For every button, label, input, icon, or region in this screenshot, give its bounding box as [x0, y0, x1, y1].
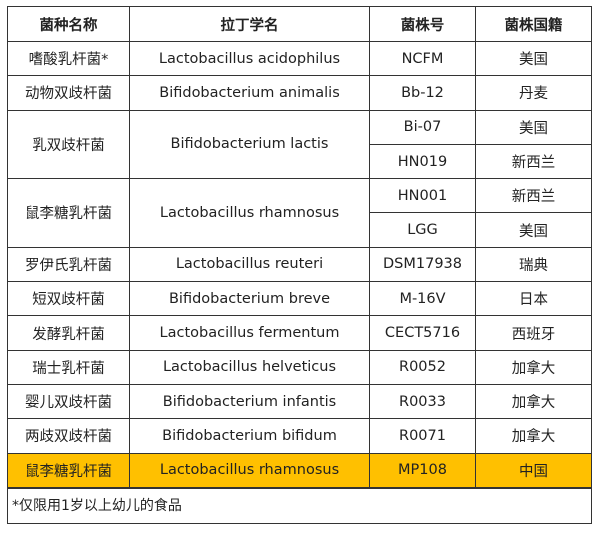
header-row: 菌种名称 拉丁学名 菌株号 菌株国籍: [8, 7, 591, 42]
species-name: 婴儿双歧杆菌: [8, 383, 130, 420]
strain-country: 瑞典: [475, 246, 591, 283]
strain-country: 美国: [475, 40, 591, 77]
table-row: 短双歧杆菌 Bifidobacterium breve M-16V 日本: [8, 281, 591, 317]
strain-id: HN019: [369, 143, 476, 180]
species-name: 发酵乳杆菌: [8, 315, 130, 351]
latin-name: Lactobacillus fermentum: [129, 315, 370, 351]
strain-country: 丹麦: [475, 75, 591, 111]
latin-name: Lactobacillus rhamnosus: [129, 178, 370, 248]
latin-name: Bifidobacterium breve: [129, 281, 370, 317]
strain-country: 加拿大: [475, 418, 591, 454]
header-strain-country: 菌株国籍: [475, 7, 591, 42]
strain-id: M-16V: [369, 281, 476, 317]
footnote: *仅限用1岁以上幼儿的食品: [8, 487, 591, 523]
table-row: 动物双歧杆菌 Bifidobacterium animalis Bb-12 丹麦: [8, 75, 591, 111]
latin-name: Bifidobacterium bifidum: [129, 418, 370, 454]
strain-id: Bi-07: [369, 109, 476, 145]
header-latin-name: 拉丁学名: [129, 7, 370, 42]
strain-id: DSM17938: [369, 246, 476, 283]
strain-country: 中国: [475, 452, 591, 488]
strain-country: 西班牙: [475, 315, 591, 351]
table-row: 婴儿双歧杆菌 Bifidobacterium infantis R0033 加拿大: [8, 383, 591, 420]
strain-country: 新西兰: [475, 143, 591, 180]
strain-country: 美国: [475, 212, 591, 248]
latin-name: Lactobacillus rhamnosus: [129, 452, 370, 488]
species-name: 瑞士乳杆菌: [8, 349, 130, 385]
table-row: 鼠李糖乳杆菌 Lactobacillus rhamnosus HN001 新西兰: [8, 178, 591, 248]
strain-id: R0052: [369, 349, 476, 385]
strain-id: NCFM: [369, 40, 476, 77]
table-row: 乳双歧杆菌 Bifidobacterium lactis Bi-07 美国: [8, 109, 591, 180]
strain-country: 日本: [475, 281, 591, 317]
table-row: HN019 新西兰: [8, 143, 591, 180]
strain-id: LGG: [369, 212, 476, 248]
species-name: 动物双歧杆菌: [8, 75, 130, 111]
table-row: 瑞士乳杆菌 Lactobacillus helveticus R0052 加拿大: [8, 349, 591, 385]
latin-name: Lactobacillus acidophilus: [129, 40, 370, 77]
strain-country: 美国: [475, 109, 591, 145]
strain-id: R0033: [369, 383, 476, 420]
strain-id: HN001: [369, 178, 476, 214]
latin-name: Bifidobacterium lactis: [129, 109, 370, 180]
species-name: 短双歧杆菌: [8, 281, 130, 317]
probiotic-strain-table: 菌种名称 拉丁学名 菌株号 菌株国籍 嗜酸乳杆菌* Lactobacillus a…: [7, 6, 592, 524]
strain-id: R0071: [369, 418, 476, 454]
strain-id: Bb-12: [369, 75, 476, 111]
species-name: 罗伊氏乳杆菌: [8, 246, 130, 283]
latin-name: Lactobacillus reuteri: [129, 246, 370, 283]
strain-id: CECT5716: [369, 315, 476, 351]
species-name: 嗜酸乳杆菌*: [8, 40, 130, 77]
table-row: 嗜酸乳杆菌* Lactobacillus acidophilus NCFM 美国: [8, 40, 591, 77]
table-row: 罗伊氏乳杆菌 Lactobacillus reuteri DSM17938 瑞典: [8, 246, 591, 283]
table-row: 两歧双歧杆菌 Bifidobacterium bifidum R0071 加拿大: [8, 418, 591, 454]
species-name: 鼠李糖乳杆菌: [8, 452, 130, 488]
strain-id: MP108: [369, 452, 476, 488]
latin-name: Lactobacillus helveticus: [129, 349, 370, 385]
species-name: 鼠李糖乳杆菌: [8, 178, 130, 248]
header-strain-id: 菌株号: [369, 7, 476, 42]
latin-name: Bifidobacterium animalis: [129, 75, 370, 111]
strain-country: 加拿大: [475, 349, 591, 385]
table-row: 发酵乳杆菌 Lactobacillus fermentum CECT5716 西班牙: [8, 315, 591, 351]
latin-name: Bifidobacterium infantis: [129, 383, 370, 420]
header-species: 菌种名称: [8, 7, 130, 42]
strain-country: 新西兰: [475, 178, 591, 214]
species-name: 两歧双歧杆菌: [8, 418, 130, 454]
strain-country: 加拿大: [475, 383, 591, 420]
table-row: 鼠李糖乳杆菌 Lactobacillus rhamnosus MP108 中国: [8, 452, 591, 488]
species-name: 乳双歧杆菌: [8, 109, 130, 180]
